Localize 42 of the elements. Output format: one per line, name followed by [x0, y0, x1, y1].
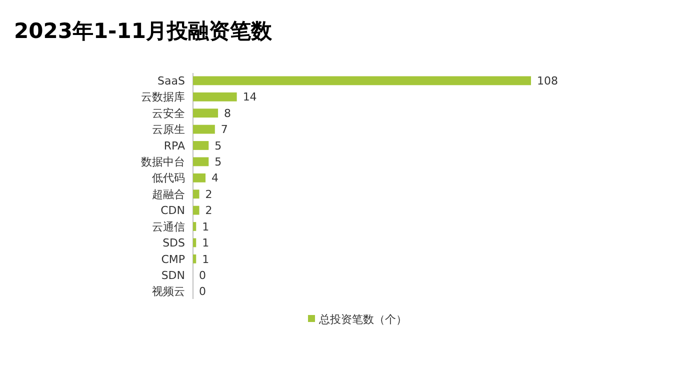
- data-label: 1: [202, 220, 210, 234]
- data-label: 5: [214, 156, 222, 169]
- data-label: 14: [242, 90, 257, 104]
- data-label: 7: [220, 123, 228, 136]
- bar: [193, 173, 206, 182]
- data-label: 0: [199, 268, 206, 282]
- bar: [193, 92, 237, 102]
- y-tick-label: SDN: [161, 268, 185, 282]
- data-label: 0: [199, 285, 206, 298]
- data-label: 2: [205, 204, 212, 218]
- y-tick-label: CMP: [161, 252, 186, 266]
- y-tick-label: SDS: [162, 236, 186, 250]
- bar: [193, 190, 200, 199]
- y-tick-label: 超融合: [152, 188, 185, 201]
- bar: [193, 76, 531, 86]
- data-label: 8: [224, 106, 232, 120]
- data-label: 1: [202, 236, 210, 250]
- bar: [193, 108, 218, 118]
- data-label: 5: [214, 139, 222, 152]
- chart-title: 2023年1-11月投融资笔数: [14, 19, 273, 43]
- y-tick-label: 低代码: [152, 172, 185, 185]
- y-tick-label: RPA: [164, 139, 186, 152]
- y-tick-label: 云数据库: [141, 90, 185, 104]
- bar: [193, 157, 209, 166]
- y-tick-label: SaaS: [158, 74, 186, 88]
- bar: [193, 141, 209, 150]
- y-tick-label: 云通信: [152, 220, 185, 234]
- bar: [193, 206, 200, 215]
- data-label: 4: [212, 172, 219, 185]
- y-tick-label: 数据中台: [141, 156, 185, 169]
- data-label: 2: [205, 188, 212, 201]
- y-tick-label: 视频云: [152, 285, 185, 298]
- bar: [193, 124, 215, 134]
- data-label: 108: [537, 74, 558, 88]
- y-tick-label: CDN: [160, 204, 185, 218]
- bar: [193, 238, 196, 248]
- bar: [193, 222, 196, 231]
- data-label: 1: [202, 252, 210, 266]
- y-tick-label: 云安全: [152, 106, 185, 120]
- y-tick-label: 云原生: [152, 123, 185, 136]
- bar: [193, 254, 196, 264]
- legend-label: 总投资笔数（个）: [318, 312, 407, 326]
